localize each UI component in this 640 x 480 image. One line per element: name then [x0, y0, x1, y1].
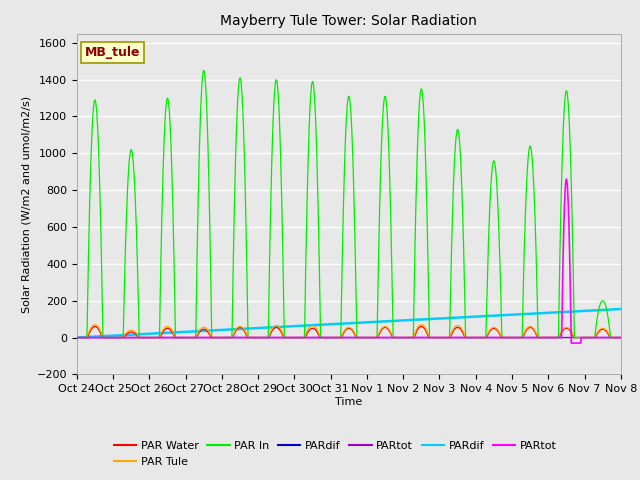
X-axis label: Time: Time [335, 397, 362, 407]
Y-axis label: Solar Radiation (W/m2 and umol/m2/s): Solar Radiation (W/m2 and umol/m2/s) [21, 96, 31, 312]
Text: MB_tule: MB_tule [85, 46, 140, 59]
Legend: PAR Water, PAR Tule, PAR In, PARdif, PARtot, PARdif, PARtot: PAR Water, PAR Tule, PAR In, PARdif, PAR… [109, 437, 561, 471]
Title: Mayberry Tule Tower: Solar Radiation: Mayberry Tule Tower: Solar Radiation [220, 14, 477, 28]
